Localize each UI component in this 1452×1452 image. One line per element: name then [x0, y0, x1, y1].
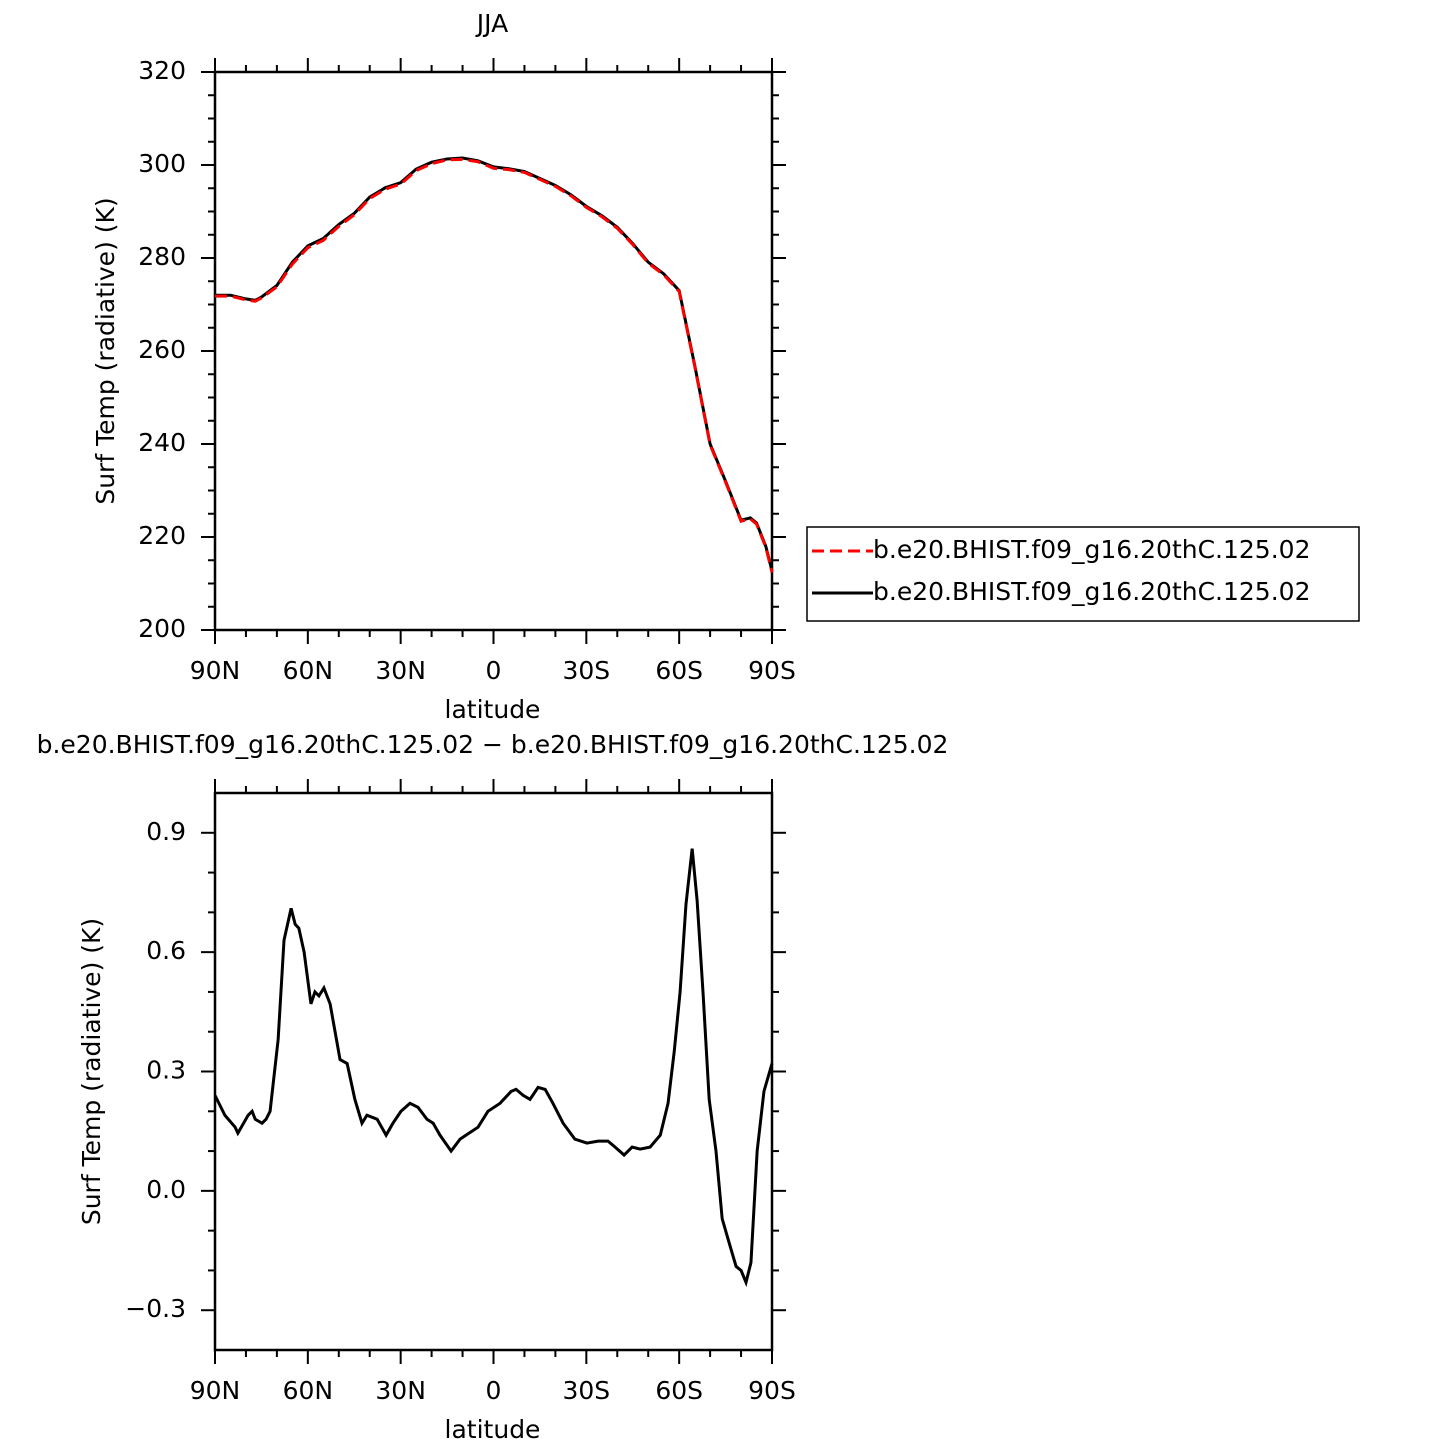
data-line	[213, 848, 774, 1288]
x-tick-label: 0	[486, 1376, 502, 1405]
y-tick-label: 240	[138, 428, 186, 457]
x-tick-label: 60S	[655, 1376, 703, 1405]
x-tick-label: 90N	[190, 656, 241, 685]
y-tick-label: 220	[138, 521, 186, 550]
chart-title: JJA	[475, 9, 508, 38]
data-line	[215, 157, 774, 573]
x-tick-label: 60S	[655, 656, 703, 685]
y-tick-label: 260	[138, 335, 186, 364]
x-tick-label: 0	[486, 656, 502, 685]
x-tick-label: 30N	[375, 1376, 426, 1405]
data-line	[215, 156, 774, 572]
legend-box	[806, 526, 1360, 622]
y-tick-label: 280	[138, 242, 186, 271]
y-axis-title: Surf Temp (radiative) (K)	[77, 918, 106, 1225]
x-tick-label: 30S	[562, 656, 610, 685]
x-tick-label: 60N	[283, 656, 334, 685]
x-tick-label: 30S	[562, 1376, 610, 1405]
y-tick-label: 0.0	[146, 1175, 186, 1204]
x-tick-label: 90S	[748, 1376, 796, 1405]
y-tick-label: 0.6	[146, 936, 186, 965]
y-tick-label: 320	[138, 56, 186, 85]
plot-frame	[213, 791, 774, 1352]
x-tick-label: 90S	[748, 656, 796, 685]
legend-label: b.e20.BHIST.f09_g16.20thC.125.02	[873, 535, 1310, 564]
y-tick-label: 0.3	[146, 1056, 186, 1085]
x-axis-title: latitude	[445, 1415, 541, 1444]
x-tick-label: 90N	[190, 1376, 241, 1405]
y-tick-label: 300	[138, 149, 186, 178]
x-tick-label: 30N	[375, 656, 426, 685]
x-axis-title: latitude	[445, 695, 541, 724]
y-tick-label: −0.3	[125, 1294, 186, 1323]
y-axis-title: Surf Temp (radiative) (K)	[91, 197, 120, 504]
x-tick-label: 60N	[283, 1376, 334, 1405]
y-tick-label: 0.9	[146, 817, 186, 846]
plot-frame	[213, 70, 774, 632]
chart-title: b.e20.BHIST.f09_g16.20thC.125.02 − b.e20…	[37, 730, 949, 759]
legend-label: b.e20.BHIST.f09_g16.20thC.125.02	[873, 577, 1310, 606]
y-tick-label: 200	[138, 614, 186, 643]
